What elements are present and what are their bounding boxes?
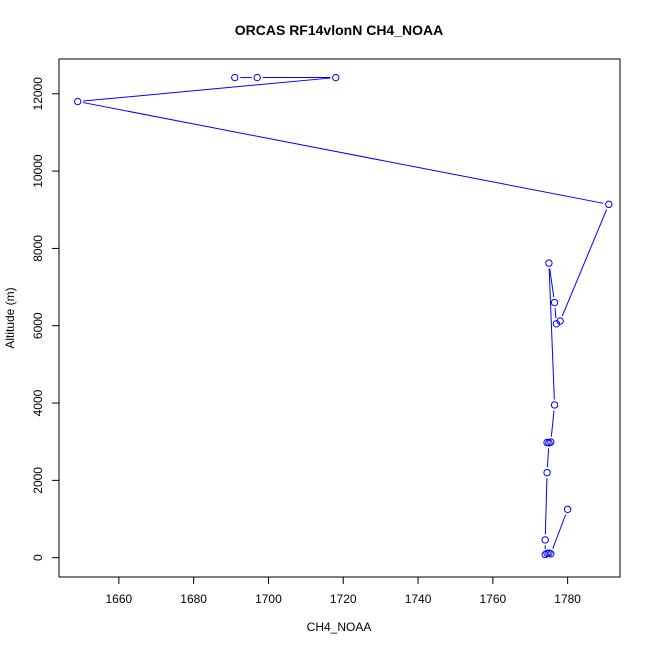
- series-segment: [561, 209, 608, 317]
- data-point: [547, 550, 555, 558]
- y-tick-label: 12000: [31, 77, 45, 111]
- x-tick-label: 1720: [330, 592, 357, 606]
- data-point: [74, 97, 82, 106]
- data-point: [563, 505, 572, 514]
- data-point: [545, 439, 553, 447]
- data-point: [552, 320, 561, 328]
- x-tick-label: 1660: [105, 592, 132, 606]
- data-point: [541, 550, 549, 559]
- x-tick-label: 1760: [479, 592, 506, 606]
- data-point: [253, 73, 261, 82]
- series-segment: [554, 307, 557, 319]
- y-tick-label: 10000: [31, 154, 45, 188]
- plot-frame: [58, 58, 621, 578]
- series-segment: [552, 514, 567, 549]
- data-point: [550, 298, 559, 307]
- data-point: [550, 401, 559, 409]
- y-tick-label: 0: [31, 554, 45, 561]
- series-segment: [549, 268, 555, 298]
- series-segment: [550, 410, 555, 437]
- data-point: [231, 73, 239, 82]
- series-layer: [74, 73, 613, 559]
- x-axis: 1660 1680 1700 1720 1740 1760 1780: [105, 576, 581, 606]
- data-point: [545, 259, 553, 267]
- data-point: [605, 200, 613, 209]
- series-segment: [83, 102, 604, 204]
- series-segment: [544, 478, 548, 535]
- x-tick-label: 1740: [405, 592, 432, 606]
- x-tick-label: 1700: [255, 592, 282, 606]
- y-axis: 0 2000 4000 6000 8000 10000 12000: [31, 77, 60, 561]
- data-point: [543, 468, 551, 477]
- series-segment: [83, 77, 331, 102]
- series-segment: [546, 448, 550, 468]
- series-segment: [548, 268, 555, 400]
- chart-title: ORCAS RF14vlonN CH4_NOAA: [235, 22, 443, 38]
- x-tick-label: 1780: [554, 592, 581, 606]
- y-axis-label: Altitude (m): [3, 287, 17, 348]
- data-point: [541, 536, 549, 544]
- x-tick-label: 1680: [180, 592, 207, 606]
- x-axis-label: CH4_NOAA: [307, 620, 372, 634]
- y-tick-label: 4000: [31, 389, 45, 416]
- y-tick-label: 2000: [31, 467, 45, 494]
- data-point: [332, 73, 340, 82]
- y-tick-label: 6000: [31, 312, 45, 339]
- y-tick-label: 8000: [31, 235, 45, 262]
